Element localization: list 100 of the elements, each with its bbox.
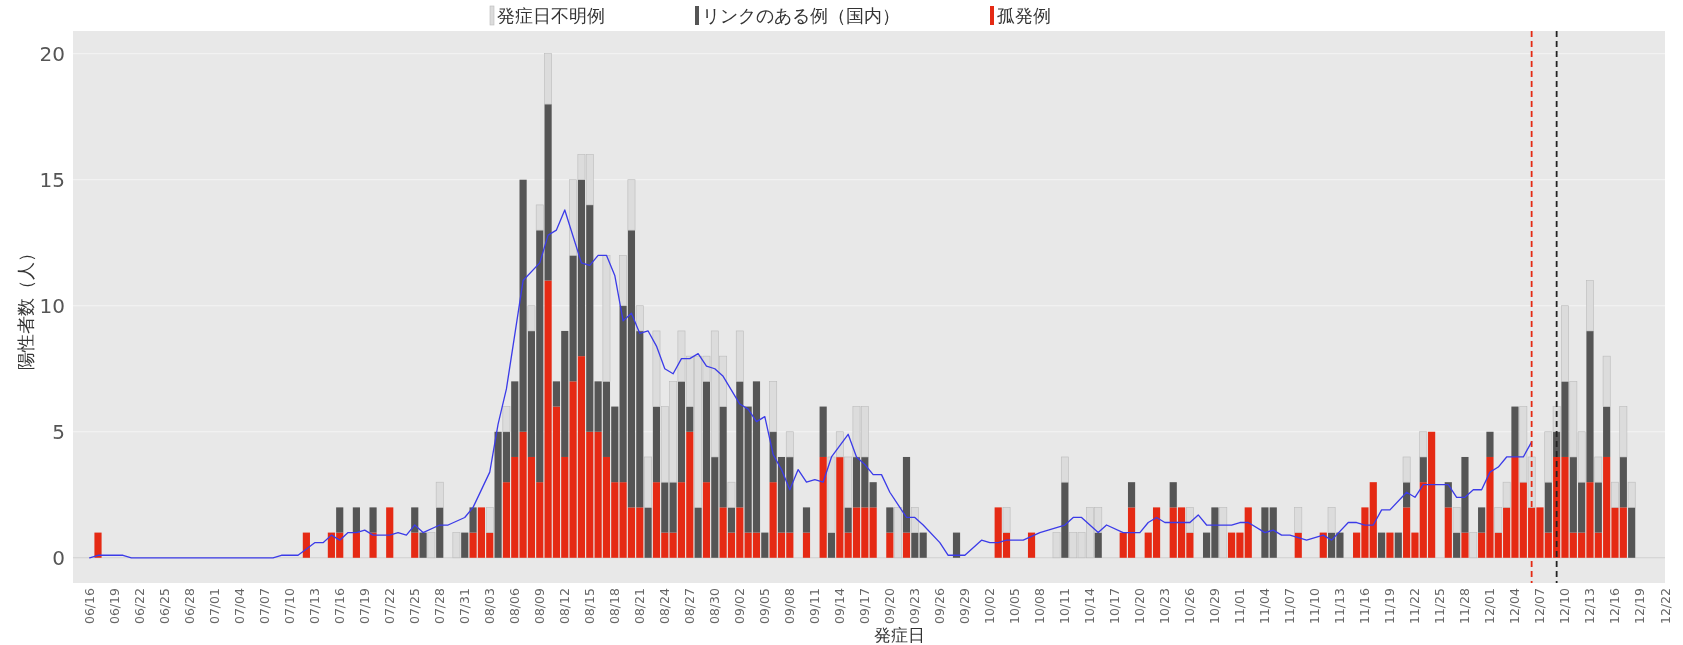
bar (844, 507, 852, 533)
bar (1619, 406, 1628, 458)
bar (1094, 532, 1102, 558)
x-tick-label: 09/29 (957, 587, 973, 625)
x-tick-label: 09/17 (857, 588, 873, 625)
line-series (89, 209, 1533, 559)
x-tick-label: 09/20 (882, 587, 898, 625)
bar (619, 255, 627, 307)
bar (1453, 532, 1461, 558)
bar (1461, 456, 1469, 533)
bar (919, 532, 927, 558)
bar (1628, 507, 1636, 558)
bar (1469, 532, 1478, 559)
bar (544, 104, 552, 281)
bar (819, 456, 827, 558)
bar (369, 507, 377, 533)
x-tick-label: 10/29 (1207, 587, 1223, 625)
bar (1419, 431, 1428, 458)
x-tick-label: 10/14 (1082, 587, 1098, 625)
bar (352, 507, 360, 533)
x-axis-title: 発症日 (873, 625, 925, 645)
bar (1544, 482, 1552, 533)
bar (527, 305, 536, 332)
bar (802, 532, 811, 558)
bar (869, 507, 877, 558)
x-tick-label: 11/10 (1307, 587, 1323, 625)
x-tick-label: 08/27 (682, 588, 698, 625)
bar (1611, 481, 1619, 508)
x-tick-label: 10/02 (982, 588, 998, 625)
bar (1402, 456, 1411, 483)
bar (1127, 482, 1136, 508)
x-tick-label: 12/07 (1532, 588, 1548, 625)
x-tick-label: 10/17 (1107, 588, 1123, 625)
x-tick-label: 07/04 (232, 587, 248, 625)
x-tick-label: 12/13 (1582, 588, 1598, 625)
x-tick-label: 11/19 (1382, 587, 1398, 625)
bar (1327, 507, 1336, 533)
bar (1444, 507, 1452, 558)
bar (911, 532, 919, 558)
y-tick-label: 10 (39, 293, 65, 318)
bar (386, 507, 394, 558)
bar (894, 507, 903, 559)
bar (1219, 507, 1228, 559)
bar (702, 482, 711, 558)
x-tick-label: 08/15 (582, 588, 598, 625)
bar (535, 204, 544, 231)
bar (1186, 507, 1194, 533)
x-tick-label: 09/08 (782, 587, 798, 625)
bar (1619, 456, 1627, 508)
bar (802, 507, 811, 533)
x-tick-label: 12/16 (1607, 587, 1623, 625)
bar (411, 532, 419, 558)
y-tick-label: 0 (52, 545, 65, 570)
x-tick-label: 11/28 (1457, 587, 1473, 625)
bar (1486, 431, 1494, 457)
x-tick-label: 11/13 (1332, 588, 1348, 625)
x-tick-label: 08/18 (607, 587, 623, 625)
x-tick-label: 07/31 (457, 588, 473, 625)
x-tick-label: 08/21 (632, 588, 648, 625)
bar (1002, 507, 1011, 533)
x-tick-label: 06/16 (82, 587, 98, 625)
bar (1394, 532, 1402, 558)
x-tick-label: 11/04 (1257, 587, 1273, 625)
x-tick-label: 06/28 (182, 587, 198, 625)
x-tick-label: 09/26 (932, 587, 948, 625)
x-tick-label: 10/11 (1057, 588, 1073, 625)
bar (1602, 355, 1611, 407)
bar (819, 406, 827, 457)
x-tick-label: 07/10 (282, 587, 298, 625)
bar (1386, 532, 1394, 558)
bar (910, 507, 919, 533)
x-tick-label: 08/24 (657, 587, 673, 625)
x-tick-label: 11/22 (1407, 588, 1423, 625)
bar (1319, 532, 1327, 558)
bar (502, 406, 511, 433)
bar (1594, 482, 1602, 533)
bar (1586, 330, 1594, 483)
bar (836, 456, 844, 558)
x-tick-label: 08/12 (557, 588, 573, 625)
bar (1452, 507, 1461, 533)
bar (452, 532, 461, 559)
x-tick-label: 07/22 (382, 588, 398, 625)
bar (1444, 482, 1452, 508)
x-tick-label: 07/13 (307, 588, 323, 625)
bar (1169, 482, 1177, 508)
bar (94, 532, 102, 558)
bar (886, 507, 894, 533)
y-tick-label: 20 (39, 41, 65, 66)
bar (694, 507, 702, 558)
x-tick-label: 08/30 (707, 587, 723, 625)
bar (427, 532, 436, 559)
x-tick-label: 10/20 (1132, 587, 1148, 625)
bar (1603, 406, 1611, 457)
bar (952, 532, 961, 558)
y-tick-label: 5 (52, 419, 65, 444)
x-tick-label: 09/11 (807, 588, 823, 625)
bar (661, 482, 669, 533)
bar (1586, 280, 1594, 332)
x-tick-label: 11/16 (1357, 587, 1373, 625)
bar (544, 53, 552, 105)
